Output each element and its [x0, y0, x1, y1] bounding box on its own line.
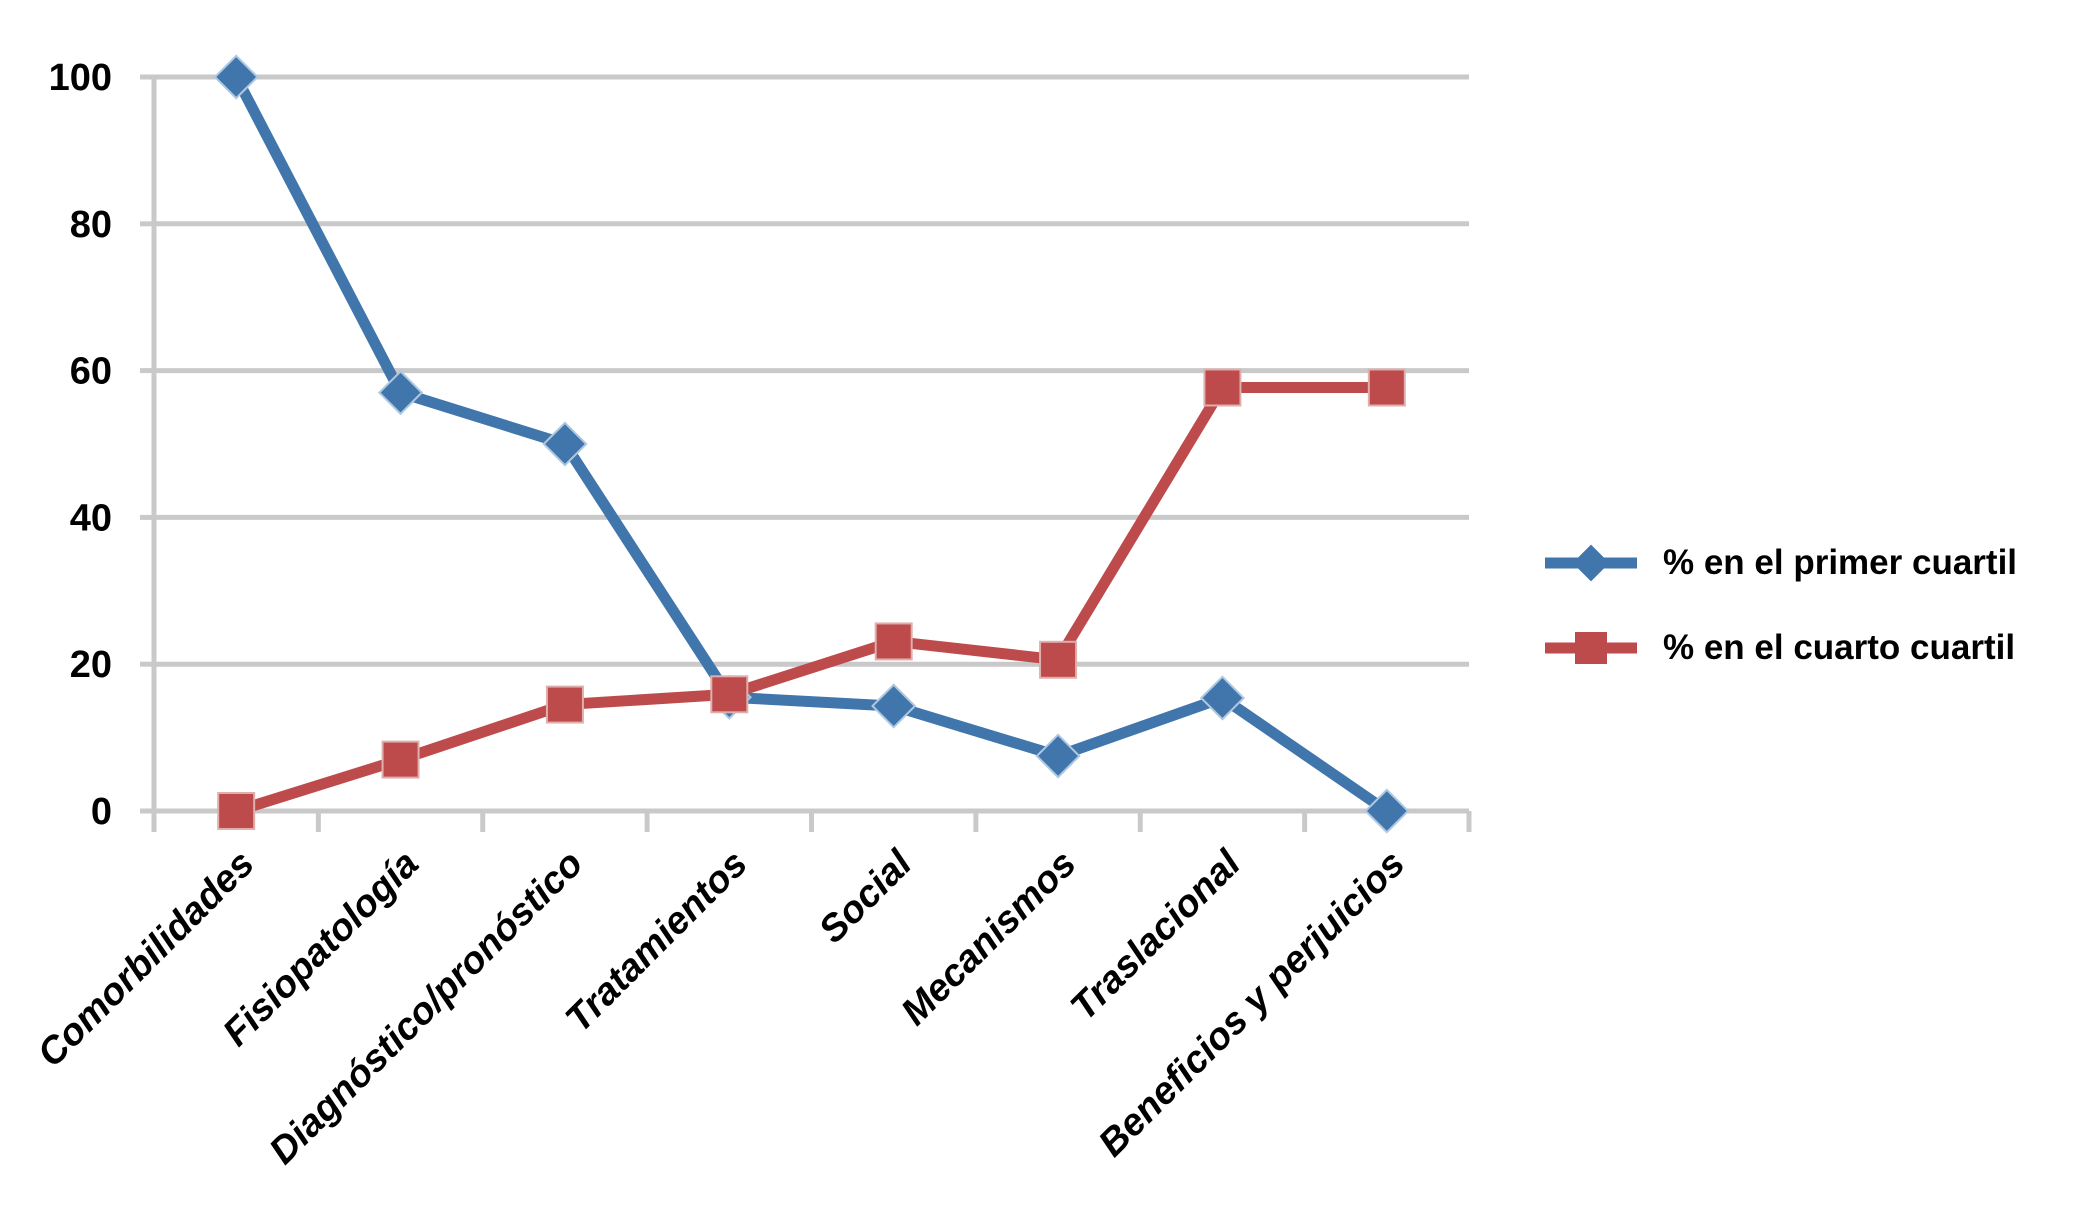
y-axis-label: 100: [49, 57, 112, 99]
data-point-marker: [213, 54, 259, 100]
legend-label: % en el primer cuartil: [1663, 543, 2018, 582]
y-axis-label: 40: [70, 497, 112, 539]
data-point-marker: [1203, 368, 1242, 407]
y-axis-label: 80: [70, 204, 112, 246]
x-axis-category-label: Traslacional: [1063, 842, 1250, 1029]
data-point-marker: [545, 685, 584, 724]
y-axis-label: 0: [91, 791, 112, 833]
data-point-marker: [1035, 733, 1081, 779]
data-point-marker: [217, 792, 256, 830]
data-point-marker: [1367, 368, 1406, 407]
legend-item-primer-cuartil: % en el primer cuartil: [1545, 539, 2017, 587]
data-point-marker: [542, 421, 588, 467]
chart-legend: % en el primer cuartil % en el cuarto cu…: [1545, 539, 2017, 709]
legend-square-marker-icon: [1545, 626, 1637, 670]
x-axis-category-label: Beneficios y perjuicios: [1091, 843, 1413, 1165]
y-axis-label: 20: [70, 644, 112, 686]
y-axis-label: 60: [70, 351, 112, 393]
data-point-marker: [1199, 675, 1246, 721]
series-line-cuarto-cuartil: [234, 381, 1387, 817]
data-point-marker: [710, 675, 749, 714]
data-point-marker: [377, 369, 424, 416]
data-point-marker: [1364, 788, 1410, 834]
data-point-marker: [874, 622, 913, 661]
x-axis-category-label: Mecanismos: [893, 843, 1084, 1034]
data-point-marker: [871, 683, 917, 729]
legend-item-cuarto-cuartil: % en el cuarto cuartil: [1545, 624, 2017, 672]
series-line-primer-cuartil: [231, 74, 1390, 816]
x-axis-category-label: Social: [811, 842, 921, 952]
legend-label: % en el cuarto cuartil: [1663, 628, 2016, 667]
data-point-marker: [381, 740, 420, 779]
x-axis-category-label: Comorbilidades: [30, 843, 263, 1076]
x-axis-category-label: Diagnóstico/pronóstico: [262, 843, 592, 1173]
data-point-marker: [1039, 640, 1078, 679]
legend-diamond-marker-icon: [1545, 541, 1637, 585]
